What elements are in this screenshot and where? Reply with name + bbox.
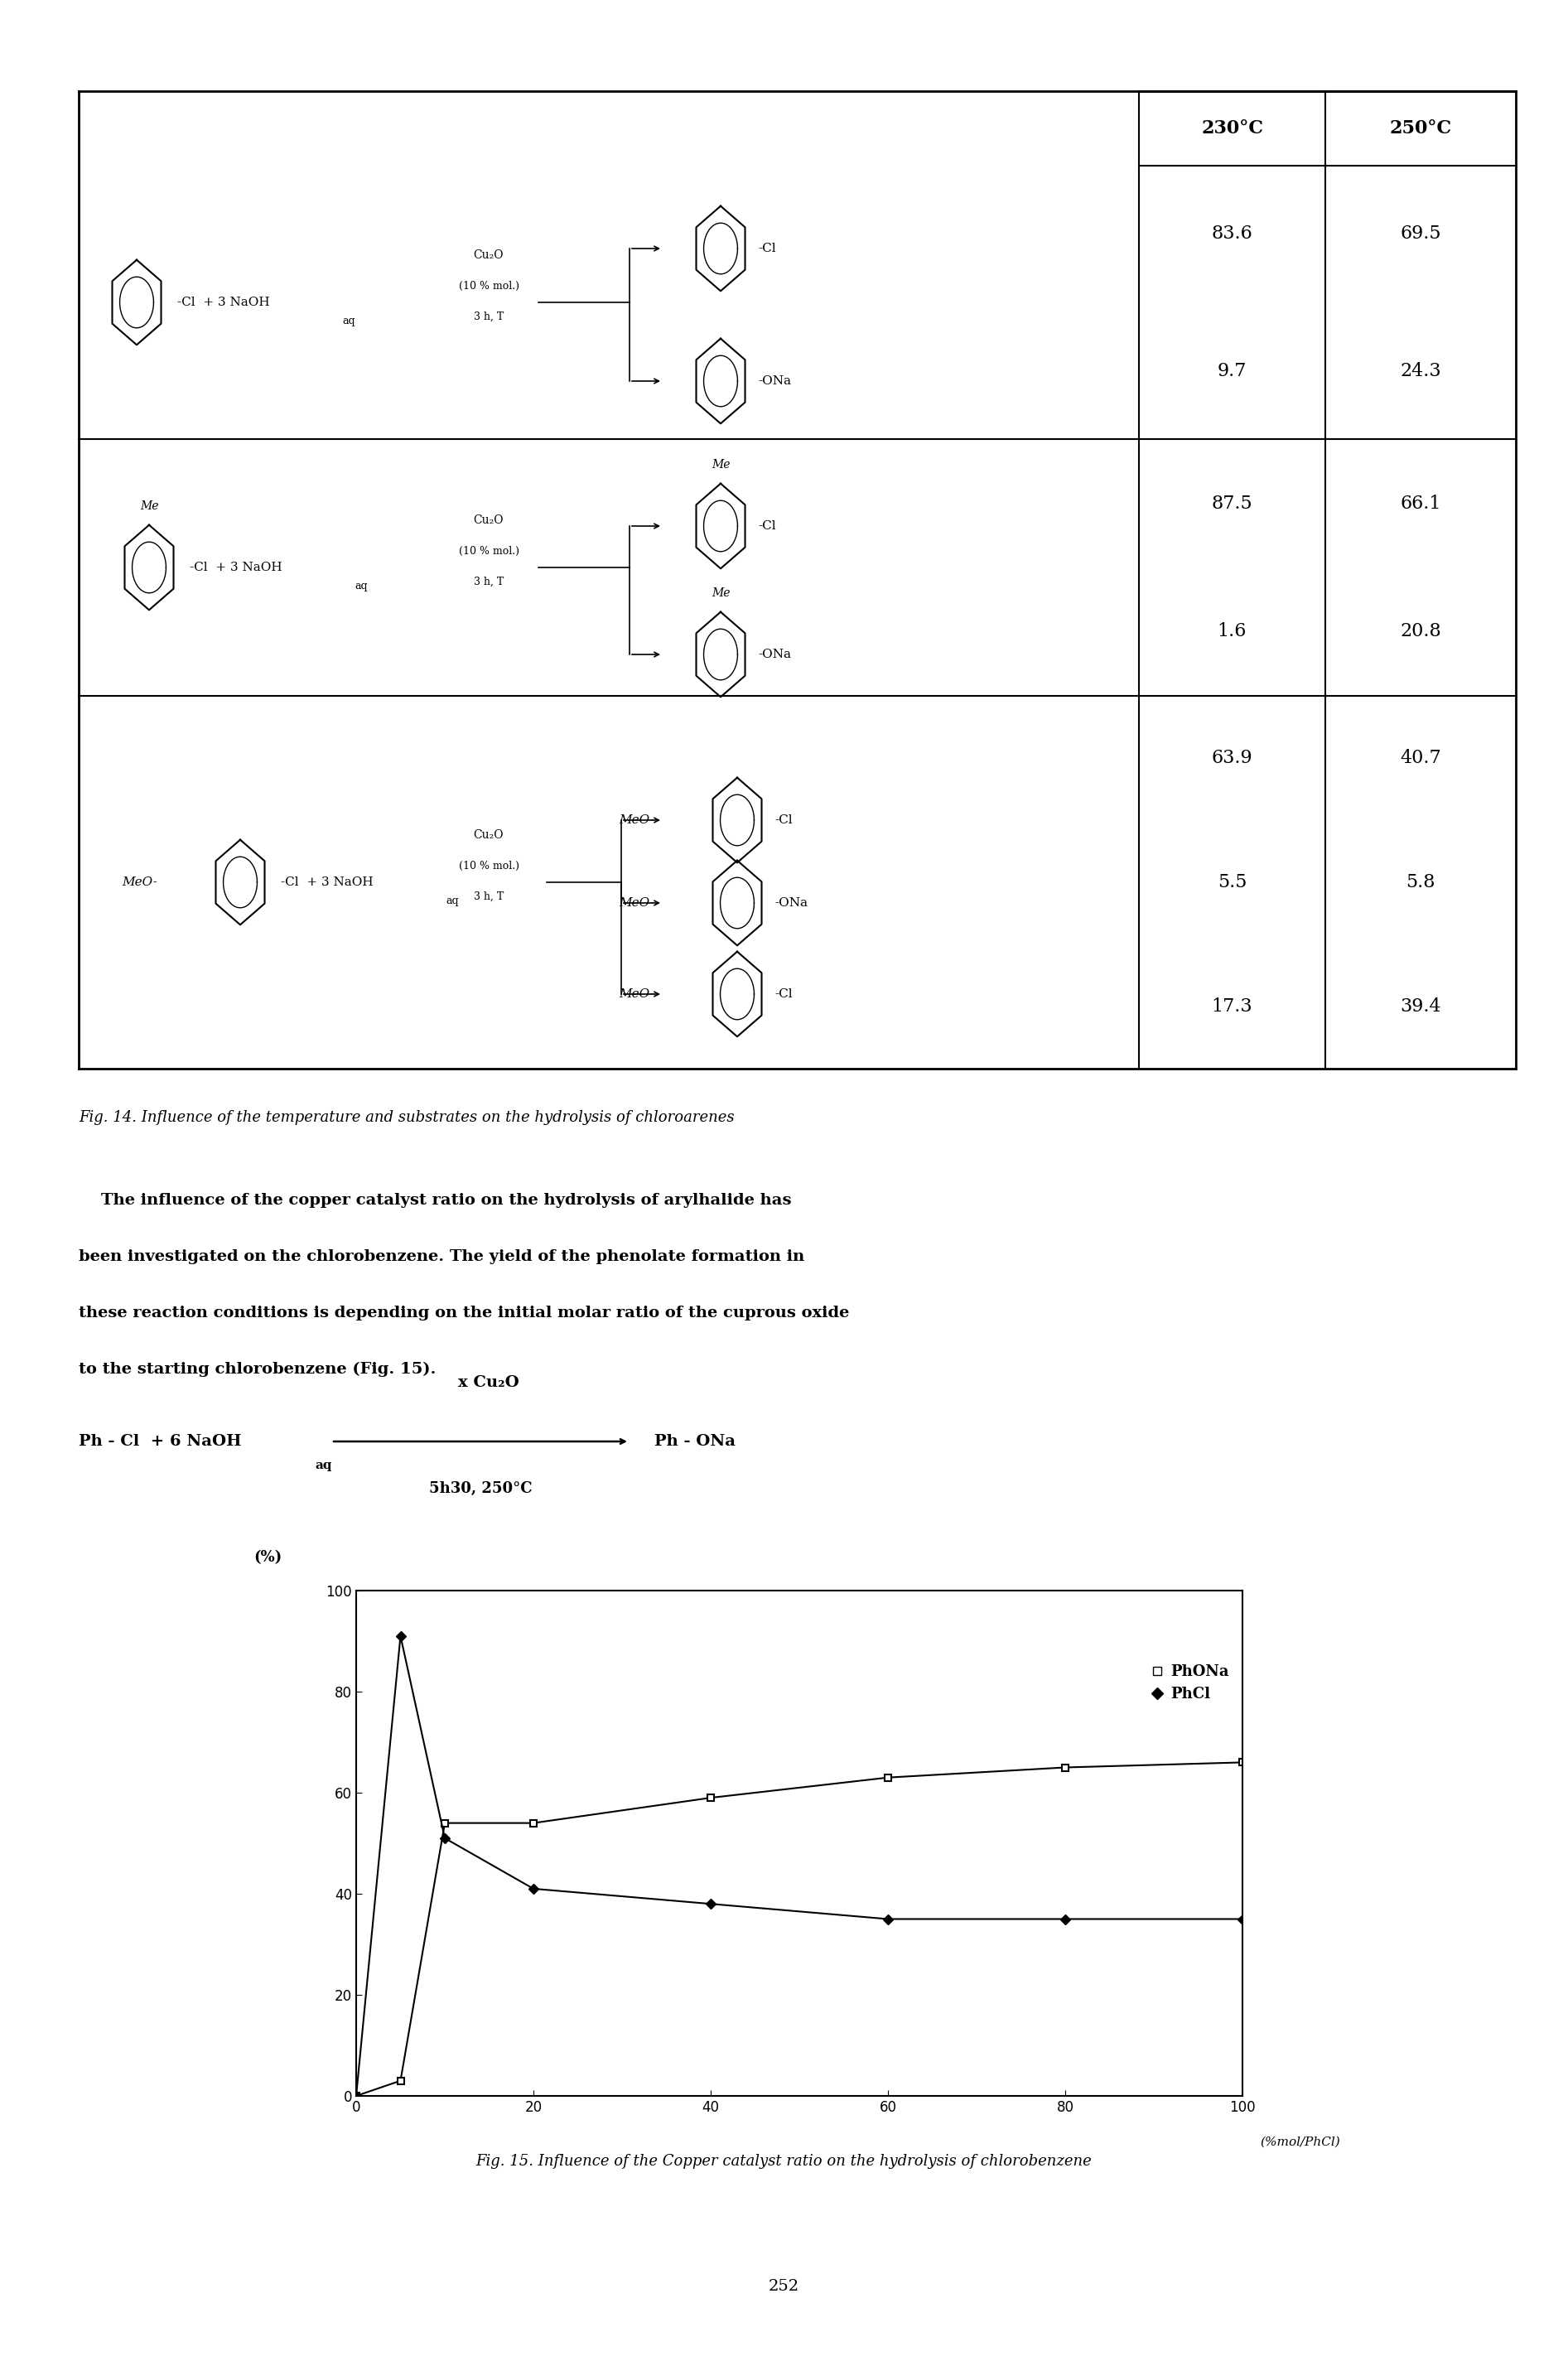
- Text: -Cl: -Cl: [775, 815, 793, 826]
- Text: 87.5: 87.5: [1212, 493, 1253, 512]
- Text: been investigated on the chlorobenzene. The yield of the phenolate formation in: been investigated on the chlorobenzene. …: [78, 1249, 804, 1263]
- Text: aq: aq: [445, 895, 458, 907]
- Text: 230°C: 230°C: [1201, 120, 1264, 137]
- Text: The influence of the copper catalyst ratio on the hydrolysis of arylhalide has: The influence of the copper catalyst rat…: [78, 1192, 792, 1209]
- Text: 40.7: 40.7: [1400, 748, 1441, 767]
- Text: aq: aq: [342, 316, 354, 326]
- Text: -ONa: -ONa: [759, 375, 792, 387]
- Text: 20.8: 20.8: [1400, 623, 1441, 640]
- Text: -Cl: -Cl: [759, 519, 776, 531]
- Text: 252: 252: [768, 2278, 800, 2295]
- Text: 63.9: 63.9: [1212, 748, 1253, 767]
- Text: MeO-: MeO-: [619, 897, 654, 909]
- Text: Cu₂O: Cu₂O: [474, 829, 503, 841]
- Text: Me: Me: [140, 501, 158, 512]
- Text: 24.3: 24.3: [1400, 361, 1441, 380]
- Text: -Cl: -Cl: [775, 989, 793, 1001]
- Text: 5.5: 5.5: [1217, 874, 1247, 892]
- Text: Me: Me: [712, 458, 731, 470]
- Text: (10 % mol.): (10 % mol.): [458, 859, 519, 871]
- Text: 3 h, T: 3 h, T: [474, 312, 503, 321]
- Text: Fig. 15. Influence of the Copper catalyst ratio on the hydrolysis of chlorobenze: Fig. 15. Influence of the Copper catalys…: [477, 2153, 1091, 2170]
- Text: -Cl  + 3 NaOH: -Cl + 3 NaOH: [281, 876, 373, 888]
- Text: 83.6: 83.6: [1212, 224, 1253, 243]
- Text: Fig. 14. Influence of the temperature and substrates on the hydrolysis of chloro: Fig. 14. Influence of the temperature an…: [78, 1110, 734, 1124]
- Text: 39.4: 39.4: [1400, 996, 1441, 1015]
- Text: MeO-: MeO-: [619, 989, 654, 1001]
- Text: aq: aq: [315, 1459, 332, 1471]
- Text: Cu₂O: Cu₂O: [474, 515, 503, 527]
- Text: -Cl  + 3 NaOH: -Cl + 3 NaOH: [190, 562, 282, 574]
- Text: MeO-: MeO-: [619, 815, 654, 826]
- Text: (%mol/PhCl): (%mol/PhCl): [1261, 2137, 1341, 2149]
- Text: Ph - ONa: Ph - ONa: [654, 1433, 735, 1450]
- Text: -ONa: -ONa: [759, 649, 792, 661]
- Text: Cu₂O: Cu₂O: [474, 250, 503, 262]
- Text: 1.6: 1.6: [1217, 623, 1247, 640]
- Text: Ph - Cl  + 6 NaOH: Ph - Cl + 6 NaOH: [78, 1433, 241, 1450]
- Text: 5h30, 250°C: 5h30, 250°C: [428, 1480, 532, 1497]
- Text: these reaction conditions is depending on the initial molar ratio of the cuprous: these reaction conditions is depending o…: [78, 1306, 850, 1320]
- Text: (%): (%): [254, 1551, 282, 1565]
- Text: 17.3: 17.3: [1212, 996, 1253, 1015]
- Text: 5.8: 5.8: [1406, 874, 1435, 892]
- Text: MeO-: MeO-: [122, 876, 157, 888]
- Text: x Cu₂O: x Cu₂O: [458, 1374, 519, 1391]
- Text: 66.1: 66.1: [1400, 493, 1441, 512]
- Text: aq: aq: [354, 581, 367, 593]
- Text: (10 % mol.): (10 % mol.): [458, 281, 519, 290]
- Text: -Cl  + 3 NaOH: -Cl + 3 NaOH: [177, 297, 270, 309]
- Text: 3 h, T: 3 h, T: [474, 576, 503, 588]
- Text: Me: Me: [712, 588, 731, 600]
- Text: 69.5: 69.5: [1400, 224, 1441, 243]
- Text: 250°C: 250°C: [1389, 120, 1452, 137]
- Text: -Cl: -Cl: [759, 243, 776, 255]
- Text: 3 h, T: 3 h, T: [474, 890, 503, 902]
- Legend: PhONa, PhCl: PhONa, PhCl: [1143, 1660, 1236, 1707]
- Text: 9.7: 9.7: [1217, 361, 1247, 380]
- Text: (10 % mol.): (10 % mol.): [458, 545, 519, 557]
- Text: -ONa: -ONa: [775, 897, 808, 909]
- Text: to the starting chlorobenzene (Fig. 15).: to the starting chlorobenzene (Fig. 15).: [78, 1362, 436, 1376]
